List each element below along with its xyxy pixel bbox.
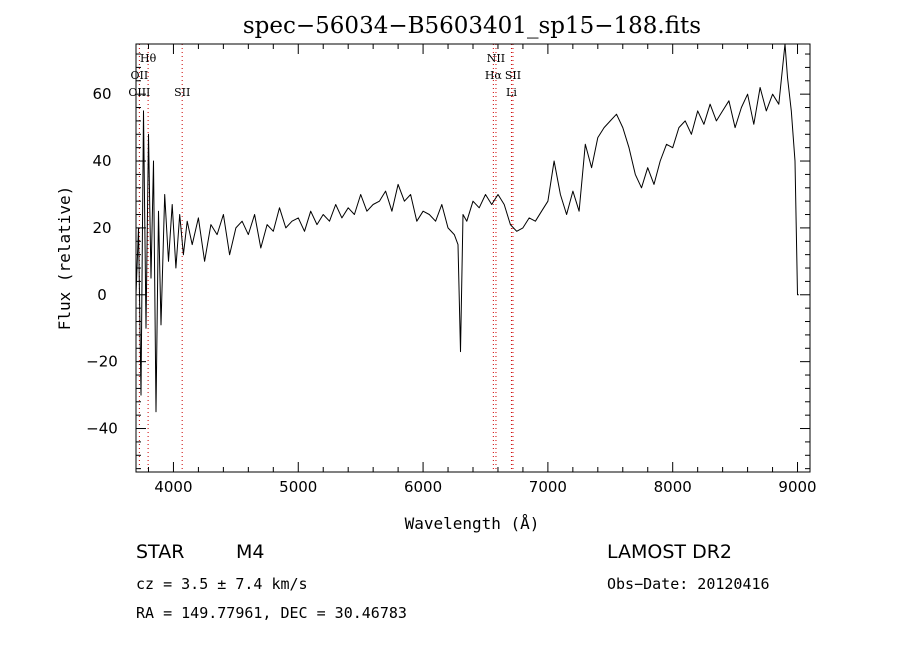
x-tick-label: 5000 [279, 478, 317, 496]
object-class: STAR [136, 541, 185, 563]
x-tick-label: 8000 [654, 478, 692, 496]
spectral-line-label: SII [174, 86, 190, 99]
y-axis-label: Flux (relative) [55, 186, 74, 331]
spectral-line-label: Hα [485, 69, 503, 82]
x-tick-label: 6000 [404, 478, 442, 496]
spectral-line-label: NII [487, 52, 505, 65]
object-subclass: M4 [236, 541, 265, 563]
y-tick-label: 0 [97, 286, 107, 304]
chart-title: spec−56034−B5603401_sp15−188.fits [243, 13, 701, 39]
x-tick-label: 7000 [529, 478, 567, 496]
y-tick-label: 20 [92, 219, 111, 237]
y-tick-label: 60 [92, 85, 111, 103]
series-layer [135, 43, 799, 413]
y-tick-label: −20 [86, 353, 118, 371]
y-tick-label: 40 [92, 152, 111, 170]
spectral-line-label: SII [505, 69, 521, 82]
spectral-line-label: OII [131, 69, 149, 82]
y-tick-label: −40 [86, 420, 118, 438]
line-marker-group [138, 44, 514, 472]
spectral-line-label: OIII [128, 86, 150, 99]
redshift-velocity: cz = 3.5 ± 7.4 km/s [136, 575, 308, 593]
x-axis-label: Wavelength (Å) [405, 514, 540, 533]
x-tick-label: 4000 [154, 478, 192, 496]
survey-name: LAMOST DR2 [607, 541, 732, 563]
spectrum-line [135, 43, 799, 413]
axis-ticks: 4000 5000 6000 7000 8000 9000 −40 −20 0 20 40 60 [86, 44, 817, 496]
observation-date: Obs−Date: 20120416 [607, 575, 770, 593]
x-tick-label: 9000 [778, 478, 816, 496]
spectral-line-label: Hθ [140, 52, 157, 65]
coordinates: RA = 149.77961, DEC = 30.46783 [136, 604, 407, 622]
spectral-line-label: Li [506, 86, 517, 99]
